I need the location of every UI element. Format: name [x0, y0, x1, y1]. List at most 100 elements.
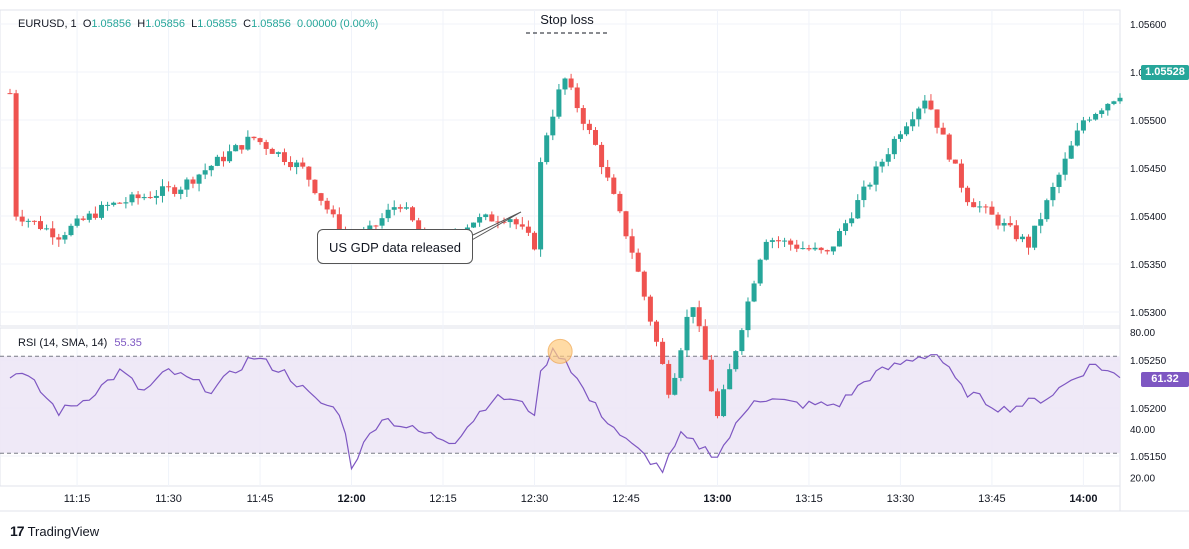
candle-body [1099, 110, 1105, 114]
candle-body [172, 187, 178, 194]
candle-body [153, 195, 159, 198]
candle-body [288, 161, 294, 168]
candle-body [141, 197, 147, 199]
candle-body [220, 156, 226, 162]
candle-body [147, 197, 153, 199]
symbol-label: EURUSD, 1 [18, 18, 77, 30]
candle-body [37, 221, 43, 230]
candle-body [403, 207, 409, 209]
candle-body [782, 240, 788, 242]
candle-body [544, 135, 550, 163]
price-tick-label: 1.05300 [1130, 308, 1167, 319]
candle-body [824, 250, 830, 252]
candle-body [995, 214, 1001, 226]
candle-body [733, 351, 739, 370]
candle-body [336, 214, 342, 234]
candle-body [373, 225, 379, 227]
rsi-tick-label: 20.00 [1130, 474, 1155, 485]
candle-body [117, 202, 123, 204]
candle-body [532, 232, 538, 250]
candle-body [897, 134, 903, 139]
time-tick-label: 12:45 [612, 493, 640, 505]
rsi-legend: RSI (14, SMA, 14) 55.35 [18, 337, 142, 349]
candle-body [873, 166, 879, 185]
candle-body [653, 321, 659, 342]
candle-body [489, 214, 495, 222]
candle-body [196, 174, 202, 184]
tradingview-brand[interactable]: 17 TradingView [10, 523, 99, 539]
time-tick-label: 13:15 [795, 493, 823, 505]
candle-body [660, 341, 666, 364]
candle-body [666, 363, 672, 395]
candle-body [98, 204, 104, 218]
candle-body [605, 167, 611, 178]
candle-body [928, 100, 934, 110]
close-label: C [243, 18, 252, 30]
candle-body [312, 179, 318, 194]
candle-body [958, 163, 964, 188]
candle-body [1074, 130, 1080, 146]
candle-body [86, 213, 92, 220]
candle-body [611, 177, 617, 194]
last-price-badge: 1.05528 [1141, 65, 1189, 80]
time-tick-label: 12:15 [429, 493, 457, 505]
price-tick-label: 1.05500 [1130, 116, 1167, 127]
candle-body [830, 246, 836, 252]
candle-body [275, 152, 281, 154]
time-tick-label: 11:30 [155, 493, 182, 505]
candle-body [556, 89, 562, 117]
candle-body [135, 194, 141, 199]
time-tick-label: 12:30 [521, 493, 549, 505]
high-value: 1.05856 [145, 18, 185, 30]
candle-body [74, 218, 80, 226]
candle-body [855, 200, 861, 219]
candle-body [300, 162, 306, 167]
candle-body [7, 93, 13, 95]
candle-body [763, 241, 769, 260]
candle-body [44, 228, 50, 230]
candle-body [1050, 186, 1056, 201]
candle-body [550, 116, 556, 136]
candle-body [306, 166, 312, 180]
candle-body [739, 330, 745, 352]
gdp-callout[interactable]: US GDP data released [317, 229, 473, 264]
time-tick-label: 11:45 [247, 493, 274, 505]
rsi-series [9, 338, 1121, 474]
candle-body [769, 240, 775, 242]
candle-body [721, 389, 727, 417]
candle-body [233, 145, 239, 152]
candle-body [13, 93, 19, 217]
candle-body [849, 218, 855, 224]
rsi-value: 55.35 [114, 337, 142, 349]
candle-body [1117, 97, 1123, 102]
candle-body [513, 219, 519, 225]
close-value: 1.05856 [251, 18, 291, 30]
low-label: L [191, 18, 198, 30]
time-tick-label: 13:00 [703, 493, 731, 505]
candle-body [159, 186, 165, 196]
candle-body [1038, 219, 1044, 226]
candle-body [214, 156, 220, 166]
candle-body [62, 235, 68, 240]
candle-body [178, 189, 184, 194]
time-tick-label: 11:15 [64, 493, 91, 505]
high-label: H [137, 18, 146, 30]
candle-body [1068, 145, 1074, 159]
candle-body [1093, 113, 1099, 120]
candle-body [952, 159, 958, 164]
candle-body [190, 179, 196, 184]
rsi-tick-label: 40.00 [1130, 425, 1155, 436]
candle-body [263, 142, 269, 149]
time-tick-label: 12:00 [337, 493, 365, 505]
candle-body [379, 218, 385, 226]
candle-body [794, 244, 800, 249]
candle-body [495, 221, 501, 223]
candle-body [879, 161, 885, 167]
candle-body [989, 206, 995, 215]
candle-body [245, 136, 251, 150]
stop-loss-annotation[interactable]: Stop loss [540, 12, 594, 27]
candle-body [788, 240, 794, 245]
candle-body [910, 119, 916, 127]
candle-body [812, 247, 818, 250]
candle-body [684, 316, 690, 351]
